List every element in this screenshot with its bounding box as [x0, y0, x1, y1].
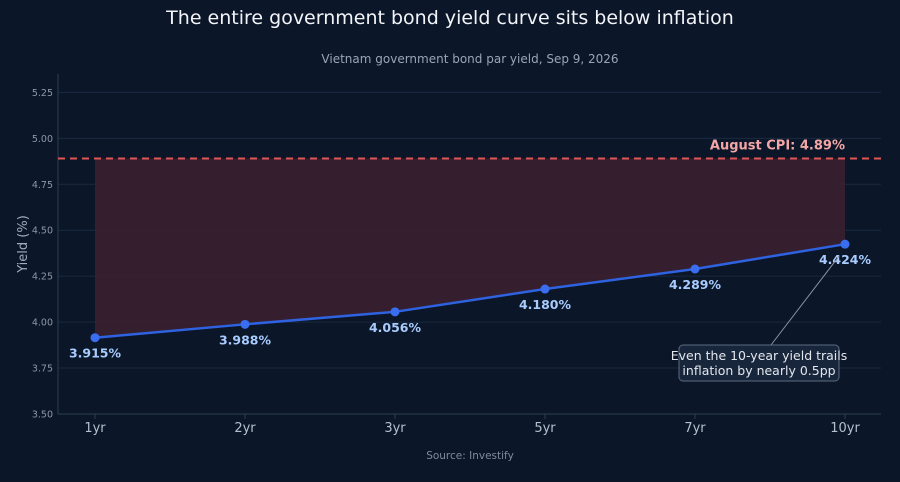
cpi-reference-label: August CPI: 4.89% — [710, 139, 845, 154]
data-marker — [390, 307, 400, 317]
y-tick-label: 4.25 — [32, 272, 53, 283]
x-tick-label: 1yr — [84, 421, 106, 436]
x-tick-label: 2yr — [234, 421, 256, 436]
y-tick-label: 4.50 — [32, 226, 53, 237]
chart-title: The entire government bond yield curve s… — [165, 7, 734, 29]
data-marker — [840, 239, 850, 249]
y-ticks: 3.50 3.75 4.00 4.25 4.50 4.75 5.00 5.25 — [32, 88, 53, 421]
data-markers — [90, 239, 850, 343]
x-tick-label: 10yr — [830, 421, 860, 436]
data-marker — [240, 319, 250, 329]
data-label: 3.915% — [69, 346, 122, 361]
annotation-line-1: Even the 10-year yield trails — [671, 348, 848, 363]
y-tick-label: 5.00 — [32, 134, 53, 145]
axes — [57, 74, 881, 415]
annotation-leader-line — [770, 255, 840, 346]
inflation-gap-area — [95, 158, 845, 338]
yield-curve-line — [94, 242, 846, 339]
data-marker — [90, 333, 100, 343]
data-marker — [690, 264, 700, 274]
data-label: 4.289% — [669, 277, 722, 292]
y-tick-label: 5.25 — [32, 88, 53, 99]
annotation-box: Even the 10-year yield trails inflation … — [671, 344, 848, 382]
y-tick-label: 4.75 — [32, 180, 53, 191]
chart-subtitle: Vietnam government bond par yield, Sep 9… — [321, 52, 618, 66]
data-label: 4.180% — [519, 297, 572, 312]
data-labels: 3.915% 3.988% 4.056% 4.180% 4.289% 4.424% — [69, 252, 872, 361]
x-tick-label: 7yr — [684, 421, 706, 436]
x-tick-label: 5yr — [534, 421, 556, 436]
data-marker — [540, 284, 550, 294]
x-ticks: 1yr 2yr 3yr 5yr 7yr 10yr — [84, 414, 860, 436]
y-tick-label: 3.75 — [32, 364, 53, 375]
annotation-line-2: inflation by nearly 0.5pp — [682, 363, 835, 378]
data-label: 3.988% — [219, 332, 272, 347]
x-tick-label: 3yr — [384, 421, 406, 436]
y-tick-label: 3.50 — [32, 410, 53, 421]
source-note: Source: Investify — [426, 450, 514, 462]
data-label: 4.056% — [369, 320, 422, 335]
y-tick-label: 4.00 — [32, 318, 53, 329]
annotation-background — [678, 344, 840, 382]
data-label: 4.424% — [819, 252, 872, 267]
y-axis-label: Yield (%) — [16, 215, 31, 274]
